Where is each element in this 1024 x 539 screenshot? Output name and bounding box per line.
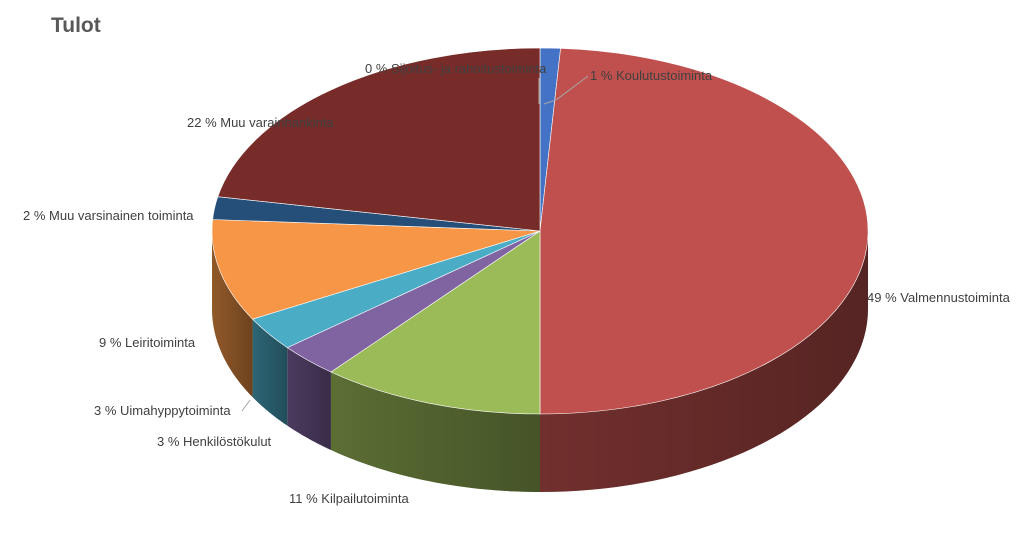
slice-label-1: 49 % Valmennustoiminta bbox=[867, 290, 1011, 305]
chart-title: Tulot bbox=[51, 14, 101, 37]
slice-side-shade-5 bbox=[212, 231, 253, 398]
slice-labels: 1 % Koulutustoiminta 49 % Valmennustoimin… bbox=[23, 61, 1011, 506]
slice-label-8: 0 % Sijoitus- ja rahoitustoiminta bbox=[365, 61, 547, 76]
leader-line-4 bbox=[241, 399, 251, 412]
slice-label-2: 11 % Kilpailutoiminta bbox=[289, 491, 409, 506]
leader-line-0 bbox=[543, 75, 589, 105]
pie-tops bbox=[211, 47, 869, 415]
slice-top-7 bbox=[217, 47, 541, 232]
pie-sides bbox=[212, 231, 868, 492]
slice-top-2 bbox=[330, 230, 541, 415]
slice-label-4: 3 % Uimahyppytoiminta bbox=[94, 403, 231, 418]
slice-side-shade-2 bbox=[330, 372, 540, 492]
slice-side-shade-4 bbox=[252, 319, 288, 426]
slice-label-5: 9 % Leiritoiminta bbox=[99, 335, 196, 350]
slice-label-3: 3 % Henkilöstökulut bbox=[157, 434, 272, 449]
slice-side-shade-1 bbox=[540, 231, 868, 492]
slice-top-1 bbox=[539, 48, 869, 415]
slice-label-7: 22 % Muu varainhankinta bbox=[187, 115, 334, 130]
label-leaders bbox=[241, 75, 589, 412]
slice-label-0: 1 % Koulutustoiminta bbox=[590, 68, 713, 83]
slice-label-6: 2 % Muu varsinainen toiminta bbox=[23, 208, 194, 223]
slice-side-shade-3 bbox=[287, 347, 331, 450]
slice-top-5 bbox=[211, 219, 541, 320]
